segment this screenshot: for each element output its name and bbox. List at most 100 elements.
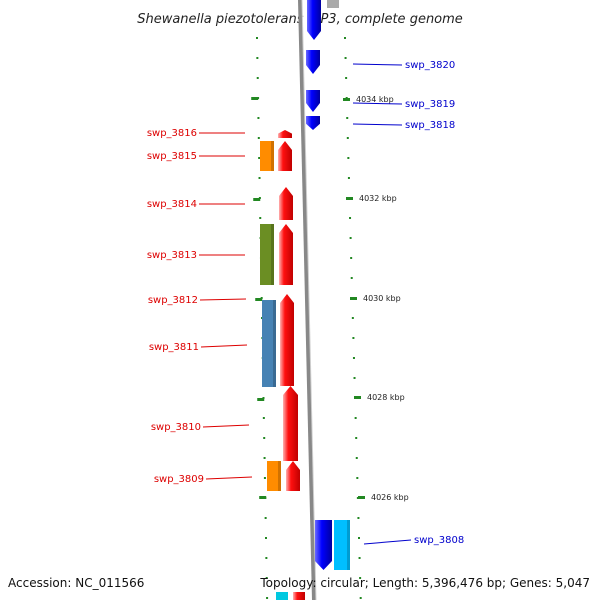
major-tick xyxy=(253,198,261,201)
tick-dot xyxy=(355,437,358,439)
label-leader-line xyxy=(205,476,253,480)
gene-arrow xyxy=(306,116,320,130)
label-leader-line xyxy=(352,123,403,126)
feature-block xyxy=(276,592,288,600)
label-leader-line xyxy=(352,63,403,66)
major-tick xyxy=(358,496,365,499)
accession-text: Accession: NC_011566 xyxy=(8,576,144,590)
gene-label: swp_3809 xyxy=(154,474,204,485)
tick-dot xyxy=(359,597,362,599)
tick-dot xyxy=(350,257,353,259)
tick-dot xyxy=(358,557,361,559)
tick-dot xyxy=(356,477,359,479)
gene-arrow xyxy=(279,187,293,220)
topology-text: Topology: circular; Length: 5,396,476 bp… xyxy=(259,576,590,590)
label-leader-line xyxy=(199,298,247,301)
feature-block xyxy=(260,141,274,171)
gene-arrow xyxy=(293,592,305,600)
tick-dot xyxy=(346,137,349,139)
gene-label: swp_3811 xyxy=(149,342,199,353)
gene-label: swp_3813 xyxy=(147,250,197,261)
major-tick xyxy=(346,197,353,200)
tick-dot xyxy=(266,597,269,599)
tick-dot xyxy=(265,557,268,559)
tick-dot xyxy=(354,417,357,419)
gene-arrow xyxy=(278,130,292,138)
tick-dot xyxy=(256,77,259,79)
tick-dot xyxy=(359,577,362,579)
major-tick xyxy=(255,298,263,301)
tick-dot xyxy=(352,337,355,339)
feature-shade xyxy=(347,520,350,570)
tick-dot xyxy=(358,537,360,539)
tick-dot xyxy=(263,477,266,479)
major-tick xyxy=(350,297,357,300)
feature-block xyxy=(260,224,274,285)
position-label: 4034 kbp xyxy=(356,95,394,104)
label-leader-line xyxy=(352,102,403,105)
feature-blocks xyxy=(260,0,350,600)
gene-arrow xyxy=(286,461,300,491)
tick-dot xyxy=(356,497,359,499)
tick-dot xyxy=(258,157,261,159)
gene-label: swp_3808 xyxy=(414,535,464,546)
feature-block xyxy=(267,461,281,491)
gene-label: swp_3816 xyxy=(147,128,197,139)
tick-dot xyxy=(353,377,356,379)
gene-labels: swp_3820 swp_3819 swp_3818 swp_3816 swp_3815… xyxy=(147,60,464,546)
tick-dot xyxy=(347,177,350,179)
major-tick xyxy=(257,398,265,401)
feature-shade xyxy=(271,224,274,285)
tick-dot xyxy=(344,57,347,59)
tick-dot xyxy=(347,157,350,159)
gene-label: swp_3815 xyxy=(147,151,197,162)
tick-dot xyxy=(257,117,260,119)
position-label: 4026 kbp xyxy=(371,493,409,502)
tick-dot xyxy=(258,177,261,179)
tick-dot xyxy=(350,277,353,279)
tick-dot xyxy=(259,217,262,219)
tick-dot xyxy=(349,237,352,239)
backbone xyxy=(298,0,317,600)
position-label: 4028 kbp xyxy=(367,393,405,402)
major-tick xyxy=(251,97,259,100)
feature-block xyxy=(334,520,350,570)
gene-label: swp_3812 xyxy=(148,295,198,306)
tick-dot xyxy=(265,577,268,579)
gene-arrows xyxy=(278,0,332,600)
tick-marks-right xyxy=(344,37,362,599)
gene-arrow xyxy=(283,386,298,461)
position-labels: 4034 kbp 4032 kbp 4030 kbp 4028 kbp 4026 kbp xyxy=(343,95,409,502)
tick-dot xyxy=(345,77,348,79)
major-tick xyxy=(259,496,267,499)
tick-dot xyxy=(265,537,267,539)
tick-dot xyxy=(263,437,266,439)
tick-dot xyxy=(256,37,258,39)
tick-dot xyxy=(264,517,267,519)
label-leader-line xyxy=(200,344,248,348)
gene-arrow xyxy=(306,90,320,112)
tick-dot xyxy=(257,137,260,139)
gene-arrow xyxy=(280,294,294,386)
major-tick xyxy=(343,98,350,101)
gene-arrow xyxy=(306,50,320,74)
feature-shade xyxy=(278,461,281,491)
feature-block xyxy=(327,0,339,8)
gene-label: swp_3820 xyxy=(405,60,455,71)
gene-arrow xyxy=(307,0,321,40)
gene-arrow xyxy=(278,141,292,171)
tick-dot xyxy=(262,417,265,419)
tick-dot xyxy=(344,37,346,39)
tick-dot xyxy=(357,517,360,519)
tick-dot xyxy=(256,57,259,59)
label-leader-line xyxy=(202,424,250,428)
tick-dot xyxy=(349,217,352,219)
feature-block xyxy=(262,300,276,387)
position-label: 4030 kbp xyxy=(363,294,401,303)
gene-arrow xyxy=(279,224,293,285)
tick-dot xyxy=(351,317,354,319)
label-leader-line xyxy=(363,539,412,545)
feature-shade xyxy=(271,141,274,171)
gene-label: swp_3819 xyxy=(405,99,455,110)
tick-marks-left xyxy=(251,37,269,599)
